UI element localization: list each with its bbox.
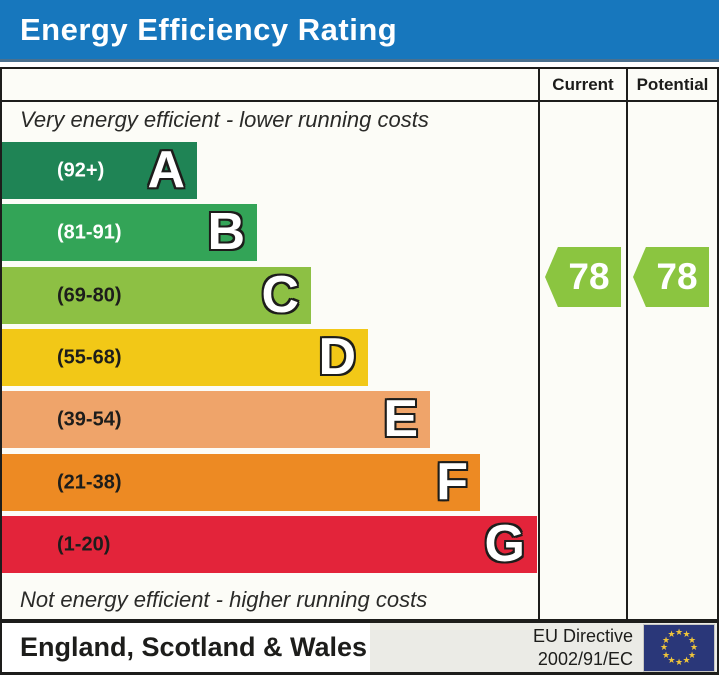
band-letter: A xyxy=(147,140,185,199)
potential-rating-value: 78 xyxy=(656,256,698,297)
eu-flag-star: ★ xyxy=(674,627,684,637)
eu-flag-star: ★ xyxy=(687,634,697,645)
current-column: 78 xyxy=(538,102,626,619)
band-letter: D xyxy=(318,327,356,386)
eu-flag-star: ★ xyxy=(661,634,671,645)
epc-band-e: (39-54) E xyxy=(2,391,430,448)
band-letter: C xyxy=(261,265,299,324)
epc-chart-area: Very energy efficient - lower running co… xyxy=(2,102,538,619)
eu-flag-star: ★ xyxy=(659,642,669,652)
band-letter: E xyxy=(383,389,418,448)
epc-band-c: (69-80) C xyxy=(2,267,311,324)
main-column-header xyxy=(2,69,538,102)
current-rating-value: 78 xyxy=(568,256,610,297)
potential-rating-arrow: 78 xyxy=(633,247,709,307)
eu-flag-star: ★ xyxy=(661,649,671,660)
region-label: England, Scotland & Wales xyxy=(20,632,368,662)
band-range-label: (39-54) xyxy=(57,408,122,430)
page-title: Energy Efficiency Rating xyxy=(20,11,398,47)
band-range-label: (81-91) xyxy=(57,221,122,243)
epc-band-d: (55-68) D xyxy=(2,329,368,386)
band-range-label: (55-68) xyxy=(57,346,122,368)
eu-directive-line1: EU Directive xyxy=(532,626,633,646)
footer: England, Scotland & Wales EU Directive 2… xyxy=(0,621,719,675)
current-rating-arrow: 78 xyxy=(545,247,621,307)
band-letter: G xyxy=(484,514,525,573)
eu-flag-star: ★ xyxy=(674,657,684,667)
potential-column-header: Potential xyxy=(626,69,717,102)
epc-band-f: (21-38) F xyxy=(2,454,480,511)
eu-flag-star: ★ xyxy=(689,642,699,652)
bottom-caption: Not energy efficient - higher running co… xyxy=(20,587,428,612)
potential-column: 78 xyxy=(626,102,717,619)
eu-directive-label: EU Directive 2002/91/EC xyxy=(533,625,643,670)
eu-flag-star: ★ xyxy=(682,654,691,665)
eu-flag-star: ★ xyxy=(687,649,697,660)
band-letter: F xyxy=(436,452,468,511)
band-range-label: (69-80) xyxy=(57,284,122,306)
eu-flag-star: ★ xyxy=(682,629,691,639)
eu-flag-star: ★ xyxy=(667,654,676,665)
title-bar: Energy Efficiency Rating xyxy=(0,0,719,62)
band-letter: B xyxy=(207,202,245,261)
band-range-label: (1-20) xyxy=(57,533,111,555)
epc-band-g: (1-20) G xyxy=(2,516,537,573)
band-range-label: (21-38) xyxy=(57,471,122,493)
eu-directive-line2: 2002/91/EC xyxy=(537,648,633,669)
eu-flag-icon: ★ ★ ★ ★ ★ ★ ★ ★ ★ ★ ★ ★ xyxy=(643,623,715,672)
band-range-label: (92+) xyxy=(57,159,105,181)
eu-flag-star: ★ xyxy=(667,629,676,639)
epc-table: Current Potential Very energy efficient … xyxy=(0,67,719,621)
top-caption: Very energy efficient - lower running co… xyxy=(20,107,429,132)
current-column-header: Current xyxy=(538,69,626,102)
epc-band-a: (92+) A xyxy=(2,142,197,199)
epc-band-b: (81-91) B xyxy=(2,204,257,261)
